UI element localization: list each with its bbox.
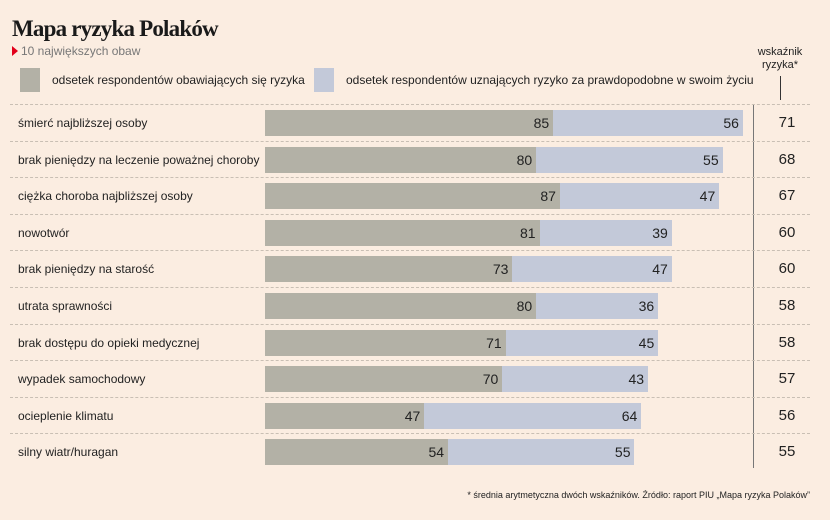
category-label: nowotwór: [18, 225, 70, 240]
value-label-fear: 80: [516, 298, 533, 314]
bar-fear: 85: [265, 110, 554, 136]
category-label: brak pieniędzy na starość: [18, 262, 155, 277]
category-label: ocieplenie klimatu: [18, 408, 114, 423]
index-header: wskaźnik ryzyka*: [757, 46, 803, 71]
bar-likely: 47: [512, 256, 672, 283]
bar-fear: 70: [265, 366, 503, 393]
bar-likely: 43: [502, 366, 649, 393]
divider: [753, 104, 754, 468]
risk-index: 68: [778, 150, 796, 168]
category-label: śmierć najbliższej osoby: [18, 116, 148, 130]
row: nowotwór 81 39 60: [10, 213, 810, 251]
arrow-down-icon: [780, 76, 781, 100]
value-label-likely: 39: [652, 224, 668, 241]
value-label-fear: 80: [516, 151, 533, 168]
category-label: ciężka choroba najbliższej osoby: [18, 189, 193, 204]
row: utrata sprawności 80 36 58: [10, 287, 810, 324]
risk-index: 60: [778, 260, 796, 278]
row: silny wiatr/huragan 54 55 55: [10, 433, 810, 470]
risk-index: 67: [778, 187, 796, 205]
legend-label-likely: odsetek respondentów uznających ryzyko z…: [346, 73, 754, 87]
row: brak dostępu do opieki medycznej 71 45 5…: [10, 323, 810, 361]
legend-fear: odsetek respondentów obawiających się ry…: [20, 68, 305, 92]
value-label-likely: 45: [638, 334, 655, 351]
category-label: brak dostępu do opieki medycznej: [18, 335, 200, 350]
bar-fear: 54: [265, 439, 449, 466]
legend-swatch-likely: [314, 68, 334, 92]
value-label-likely: 47: [652, 261, 668, 278]
risk-index: 56: [778, 406, 796, 424]
category-label: brak pieniędzy na leczenie poważnej chor…: [18, 152, 260, 167]
bar-fear: 87: [265, 183, 560, 210]
value-label-fear: 81: [520, 224, 536, 241]
chart-title: Mapa ryzyka Polaków: [12, 16, 219, 41]
value-label-likely: 56: [723, 115, 739, 131]
value-label-fear: 73: [492, 261, 509, 278]
value-label-likely: 55: [614, 444, 631, 461]
category-label: silny wiatr/huragan: [18, 445, 119, 460]
row: brak pieniędzy na starość 73 47 60: [10, 250, 810, 287]
value-label-likely: 47: [699, 188, 716, 205]
category-label: utrata sprawności: [18, 299, 113, 313]
value-label-fear: 87: [540, 188, 556, 205]
risk-index: 55: [778, 443, 796, 461]
row: śmierć najbliższej osoby 85 56 71: [10, 104, 810, 141]
risk-index: 58: [778, 333, 796, 351]
subtitle: 10 największych obaw: [12, 44, 140, 58]
value-label-likely: 64: [621, 407, 638, 424]
bar-fear: 47: [265, 402, 425, 429]
footnote: * średnia arytmetyczna dwóch wskaźników.…: [467, 490, 810, 500]
value-label-likely: 36: [638, 298, 655, 314]
bar-fear: 80: [265, 293, 537, 319]
value-label-fear: 47: [404, 407, 421, 424]
bar-fear: 71: [265, 329, 506, 356]
bar-likely: 55: [536, 146, 723, 173]
legend-swatch-fear: [20, 68, 40, 92]
risk-index: 57: [778, 370, 796, 388]
bar-likely: 39: [539, 219, 672, 246]
value-label-fear: 85: [533, 115, 550, 131]
value-label-fear: 70: [482, 371, 499, 388]
bar-likely: 36: [536, 293, 659, 319]
bar-likely: 64: [424, 402, 642, 429]
bar-fear: 80: [265, 146, 537, 173]
legend-likely: odsetek respondentów uznających ryzyko z…: [314, 68, 754, 92]
row: ocieplenie klimatu 47 64 56: [10, 396, 810, 434]
bar-likely: 45: [505, 329, 659, 356]
bar-likely: 56: [553, 110, 743, 136]
row: wypadek samochodowy 70 43 57: [10, 360, 810, 397]
row: ciężka choroba najbliższej osoby 87 47 6…: [10, 177, 810, 214]
risk-index: 71: [778, 114, 796, 131]
value-label-fear: 54: [428, 444, 445, 461]
value-label-likely: 43: [628, 371, 645, 388]
risk-index: 60: [778, 223, 796, 241]
bar-likely: 47: [559, 183, 720, 210]
risk-index: 58: [778, 297, 796, 314]
bar-fear: 81: [265, 219, 540, 246]
category-label: wypadek samochodowy: [18, 372, 146, 387]
bar-fear: 73: [265, 256, 513, 283]
triangle-icon: [12, 46, 18, 56]
subtitle-text: 10 największych obaw: [21, 44, 141, 58]
row: brak pieniędzy na leczenie poważnej chor…: [10, 140, 810, 178]
legend-label-fear: odsetek respondentów obawiających się ry…: [52, 73, 305, 87]
bar-likely: 55: [448, 439, 635, 466]
value-label-likely: 55: [703, 151, 719, 168]
value-label-fear: 71: [486, 334, 502, 351]
